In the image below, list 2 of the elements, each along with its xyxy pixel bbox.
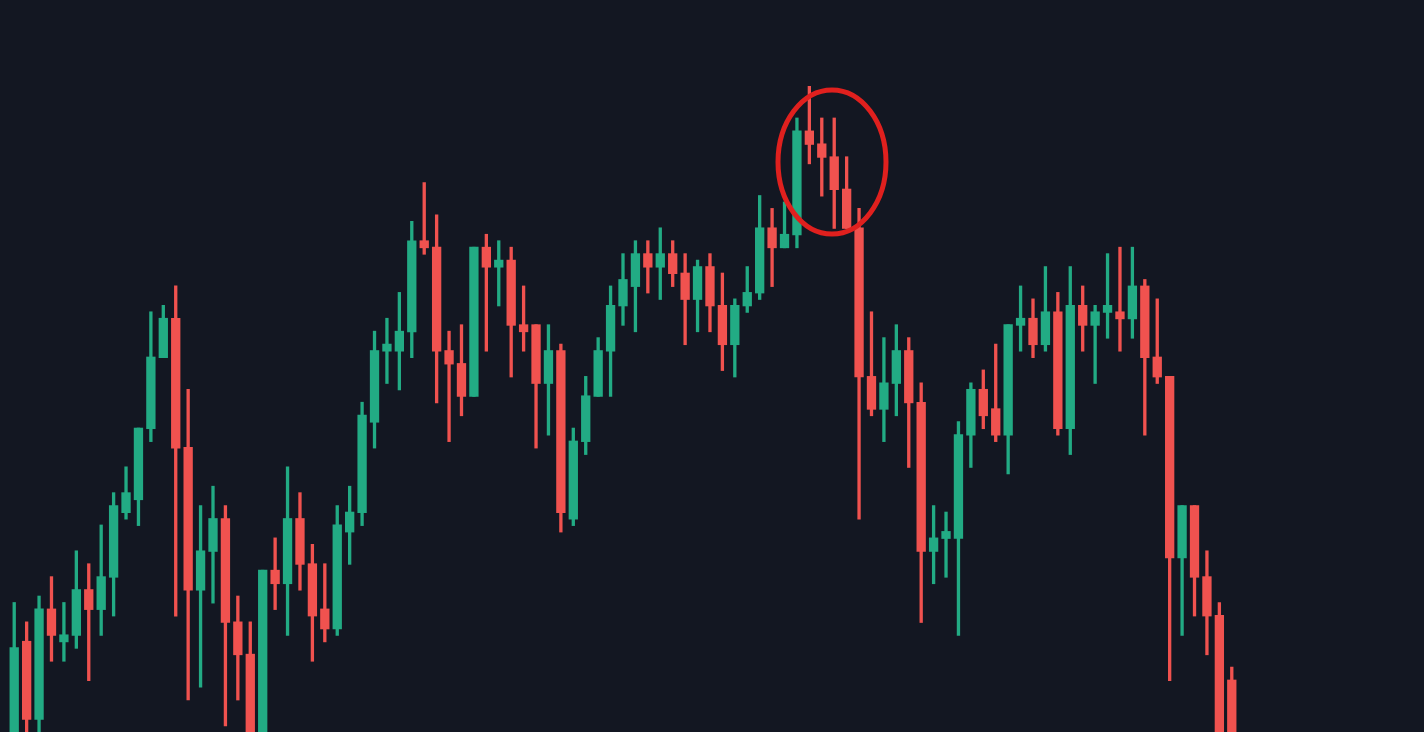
candlestick (270, 537, 280, 610)
candlestick (1115, 246, 1125, 352)
